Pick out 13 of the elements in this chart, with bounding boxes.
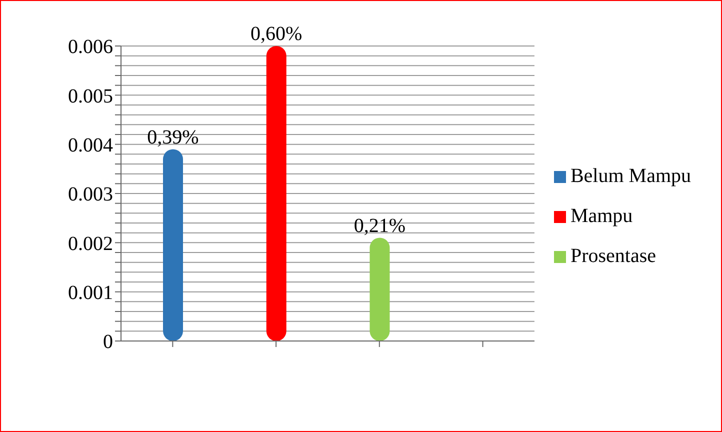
y-tick-label: 0.003 — [68, 184, 113, 206]
legend-label: Mampu — [570, 205, 633, 227]
data-label: 0,21% — [354, 214, 406, 237]
y-tick-label: 0 — [103, 331, 113, 354]
y-tick-label: 0.001 — [68, 282, 113, 304]
legend-label: Belum Mampu — [570, 165, 691, 187]
data-label: 0,60% — [250, 23, 302, 45]
data-label: 0,39% — [147, 126, 199, 148]
legend-label: Prosentase — [570, 245, 656, 267]
y-tick-label: 0.004 — [68, 134, 113, 156]
y-tick-label: 0.002 — [68, 232, 113, 255]
y-tick-label: 0.006 — [68, 36, 113, 58]
y-tick-label: 0.005 — [68, 85, 113, 108]
